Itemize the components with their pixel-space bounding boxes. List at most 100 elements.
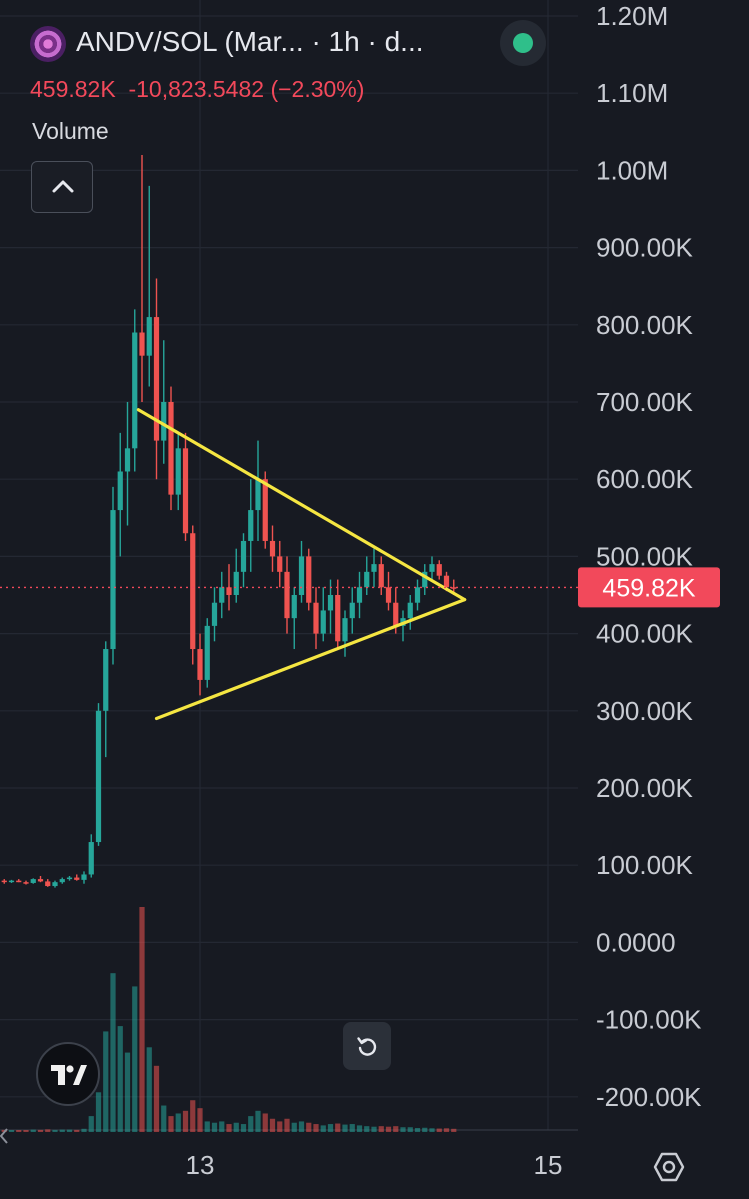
volume-bar — [139, 907, 145, 1132]
candle-body — [146, 317, 152, 356]
reset-chart-button[interactable] — [343, 1022, 391, 1070]
candle-body — [139, 332, 145, 356]
candle-body — [371, 564, 377, 572]
candle-body — [117, 471, 123, 511]
candle-body — [219, 587, 225, 603]
y-tick-label: 700.00K — [596, 387, 694, 417]
volume-bar — [451, 1128, 457, 1132]
y-tick-label: 1.20M — [596, 1, 668, 31]
volume-bar — [161, 1105, 167, 1132]
volume-bar — [262, 1113, 268, 1132]
candle-body — [385, 587, 392, 603]
x-tick-label: 13 — [186, 1150, 215, 1180]
price-summary: 459.82K -10,823.5482 (−2.30%) — [30, 76, 364, 103]
rotate-left-icon — [357, 1037, 377, 1056]
candle-body — [422, 571, 428, 588]
volume-bar — [356, 1125, 363, 1132]
volume-indicator-label[interactable]: Volume — [32, 118, 109, 144]
candle-body — [349, 602, 355, 619]
candle-body — [52, 882, 58, 887]
candle-body — [451, 587, 457, 589]
volume-bar — [168, 1116, 174, 1132]
volume-bar — [45, 1129, 51, 1132]
candle-body — [1, 880, 7, 883]
volume-bar — [95, 1092, 102, 1132]
candle-body — [168, 402, 174, 495]
symbol-title[interactable]: ANDV/SOL (Mar... · 1h · d... — [76, 26, 424, 57]
tradingview-logo-icon[interactable] — [36, 1042, 100, 1106]
volume-bar — [393, 1126, 399, 1132]
candle-body — [429, 564, 435, 572]
volume-bar — [59, 1129, 65, 1132]
candle-body — [16, 880, 22, 883]
tradingview-logo-glyph — [51, 1065, 87, 1085]
candle-body — [81, 874, 87, 880]
candle-body — [233, 571, 239, 595]
candle-body — [277, 556, 283, 572]
y-tick-label: 500.00K — [596, 541, 694, 571]
candle-body — [378, 564, 384, 588]
volume-bar — [117, 1026, 123, 1132]
collapse-indicators-button[interactable] — [31, 161, 93, 213]
hexagon-gear-icon — [653, 1152, 685, 1182]
candle-body — [211, 602, 218, 626]
y-tick-label: 0.0000 — [596, 927, 676, 957]
volume-bar — [284, 1118, 290, 1132]
candle-body — [262, 479, 268, 541]
volume-bar — [23, 1130, 29, 1132]
candle-body — [37, 879, 44, 882]
candle-body — [248, 510, 254, 541]
y-tick-label: -200.00K — [596, 1082, 702, 1112]
candle-body — [240, 540, 247, 572]
volume-bar — [81, 1128, 87, 1132]
volume-bar — [385, 1126, 392, 1132]
y-tick-label: 600.00K — [596, 464, 694, 494]
status-dot-icon — [513, 33, 533, 53]
volume-bar — [349, 1124, 355, 1132]
candle-body — [175, 448, 181, 495]
volume-bar — [269, 1118, 276, 1132]
volume-bar — [414, 1128, 421, 1132]
volume-bar — [219, 1121, 225, 1132]
volume-bar — [240, 1124, 247, 1132]
candle-body — [414, 587, 421, 603]
settings-button[interactable] — [652, 1150, 686, 1184]
volume-bar — [37, 1129, 44, 1132]
volume-bar — [197, 1108, 203, 1132]
candle-body — [74, 877, 80, 880]
y-tick-label: 800.00K — [596, 310, 694, 340]
price-change: -10,823.5482 — [128, 76, 265, 102]
volume-bar — [74, 1129, 80, 1132]
market-status-indicator[interactable] — [500, 20, 546, 66]
volume-bar — [88, 1116, 94, 1132]
candle-body — [364, 571, 370, 588]
candle-body — [59, 879, 65, 883]
candle-body — [23, 882, 29, 884]
y-tick-label: 200.00K — [596, 773, 694, 803]
left-scroll-edge[interactable] — [0, 1126, 8, 1166]
y-tick-label: 100.00K — [596, 850, 694, 880]
candle-body — [153, 317, 160, 441]
volume-bar — [378, 1126, 384, 1132]
volume-bar — [277, 1121, 283, 1132]
volume-bar — [16, 1130, 22, 1132]
volume-bar — [8, 1130, 15, 1132]
volume-bar — [146, 1047, 152, 1132]
candle-body — [30, 879, 36, 883]
volume-bar — [103, 1031, 109, 1132]
volume-bar — [132, 986, 138, 1132]
candle-body — [356, 587, 363, 603]
y-tick-label: -100.00K — [596, 1005, 702, 1035]
y-tick-label: 400.00K — [596, 619, 694, 649]
token-logo-icon[interactable] — [30, 26, 66, 62]
current-price-tag — [578, 567, 720, 608]
volume-bar — [422, 1127, 428, 1132]
y-tick-label: 1.10M — [596, 78, 668, 108]
volume-bar — [204, 1121, 210, 1132]
volume-bar — [306, 1122, 312, 1132]
candle-body — [8, 880, 15, 883]
candle-body — [407, 602, 413, 619]
volume-bar — [342, 1124, 348, 1132]
